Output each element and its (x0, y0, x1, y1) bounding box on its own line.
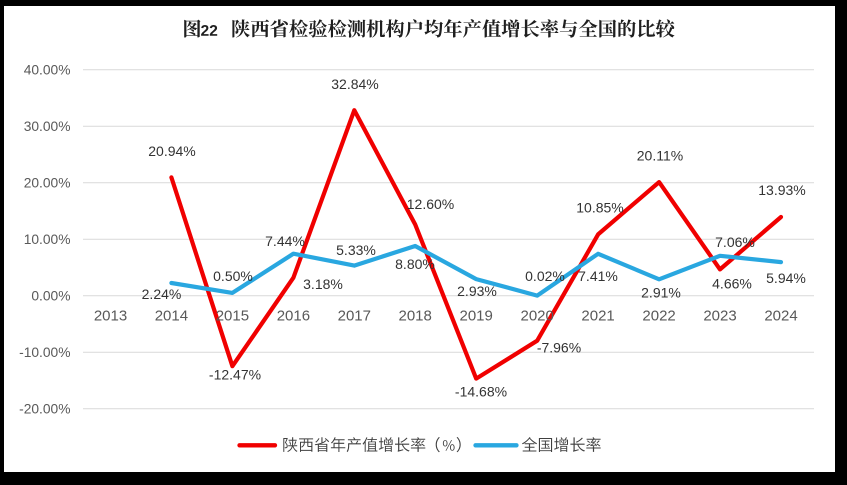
svg-text:7.44%: 7.44% (265, 233, 305, 249)
svg-text:0.02%: 0.02% (525, 268, 565, 284)
svg-text:2014: 2014 (155, 307, 188, 324)
svg-text:2024: 2024 (764, 307, 797, 324)
svg-text:7.06%: 7.06% (715, 234, 755, 250)
svg-text:8.80%: 8.80% (395, 256, 435, 272)
svg-text:7.41%: 7.41% (578, 268, 618, 284)
svg-text:2013: 2013 (94, 307, 127, 324)
svg-text:0.00%: 0.00% (31, 289, 70, 304)
svg-text:20.94%: 20.94% (148, 143, 195, 159)
svg-text:-7.96%: -7.96% (537, 340, 581, 356)
svg-text:2023: 2023 (703, 307, 736, 324)
svg-text:-10.00%: -10.00% (19, 345, 70, 360)
svg-text:30.00%: 30.00% (24, 119, 71, 134)
svg-text:2.91%: 2.91% (641, 285, 681, 301)
svg-text:2016: 2016 (277, 307, 310, 324)
svg-text:32.84%: 32.84% (331, 76, 378, 92)
svg-text:2021: 2021 (581, 307, 614, 324)
svg-text:5.94%: 5.94% (766, 270, 806, 286)
svg-text:-12.47%: -12.47% (209, 367, 261, 383)
svg-text:13.93%: 13.93% (758, 182, 805, 198)
svg-text:12.60%: 12.60% (407, 196, 454, 212)
svg-text:3.18%: 3.18% (303, 276, 343, 292)
svg-text:2.93%: 2.93% (457, 283, 497, 299)
svg-text:2.24%: 2.24% (142, 286, 182, 302)
svg-text:-14.68%: -14.68% (455, 384, 507, 400)
svg-text:4.66%: 4.66% (712, 276, 752, 292)
svg-text:10.00%: 10.00% (24, 232, 71, 247)
svg-text:2017: 2017 (338, 307, 371, 324)
svg-text:2015: 2015 (216, 307, 249, 324)
svg-text:20.00%: 20.00% (24, 176, 71, 191)
svg-text:2020: 2020 (521, 307, 554, 324)
svg-text:2019: 2019 (460, 307, 493, 324)
svg-text:2022: 2022 (642, 307, 675, 324)
svg-text:5.33%: 5.33% (336, 242, 376, 258)
svg-text:0.50%: 0.50% (213, 268, 253, 284)
svg-text:20.11%: 20.11% (637, 148, 683, 164)
svg-text:2018: 2018 (399, 307, 432, 324)
svg-text:-20.00%: -20.00% (19, 402, 70, 417)
svg-text:10.85%: 10.85% (576, 199, 623, 215)
svg-text:40.00%: 40.00% (24, 63, 71, 78)
